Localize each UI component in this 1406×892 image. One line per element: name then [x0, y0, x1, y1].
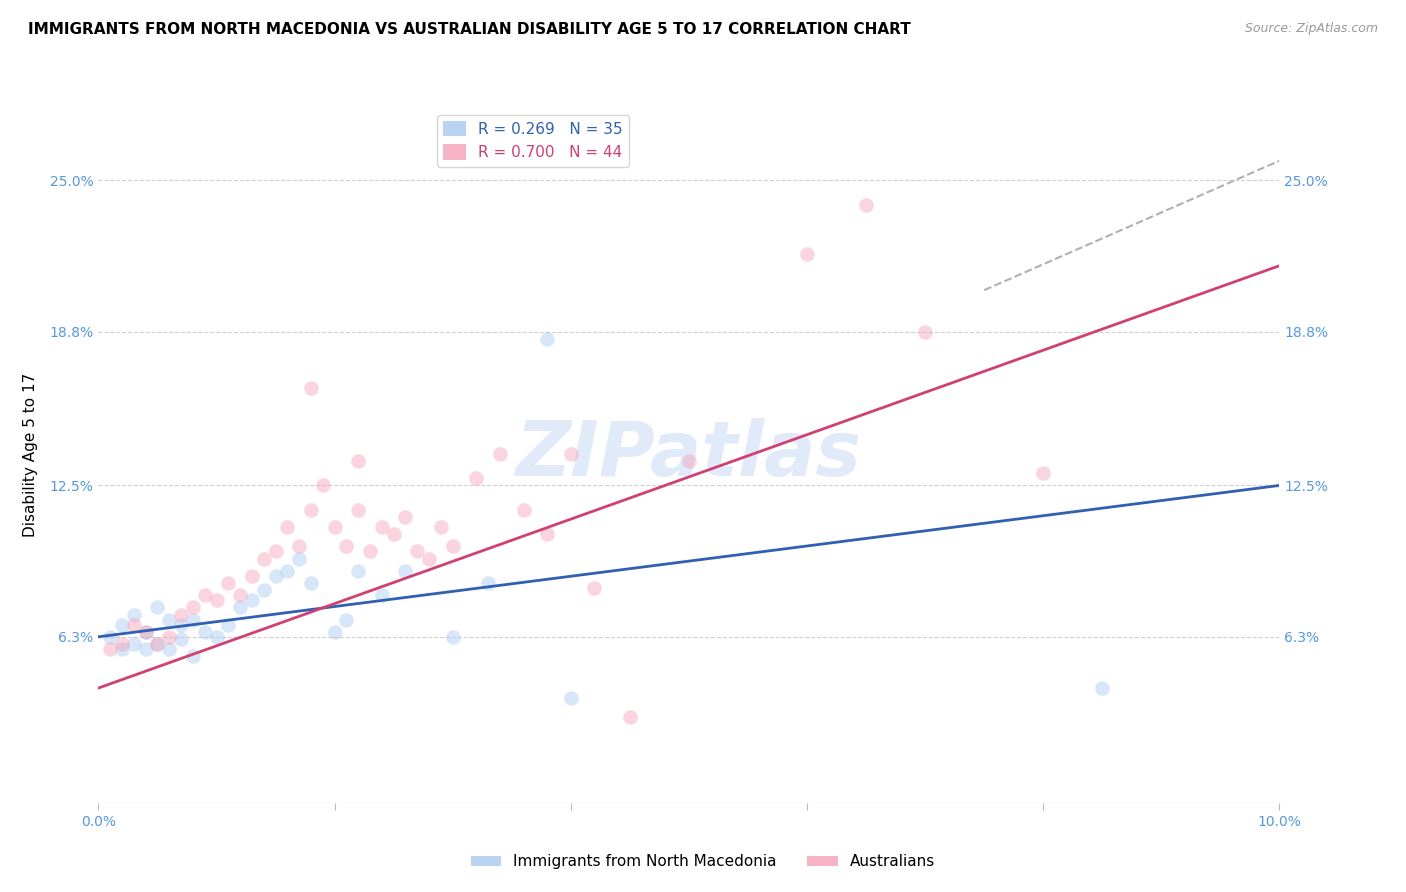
Point [181, 600, 204, 615]
Point [205, 630, 228, 644]
Point [157, 630, 180, 644]
Point [253, 583, 276, 598]
Point [122, 607, 145, 622]
Point [347, 564, 370, 578]
Point [583, 581, 606, 595]
Point [111, 637, 134, 651]
Legend: R = 0.269   N = 35, R = 0.700   N = 44: R = 0.269 N = 35, R = 0.700 N = 44 [437, 115, 628, 167]
Point [536, 527, 558, 541]
Point [371, 588, 394, 602]
Point [98, 642, 121, 657]
Point [418, 551, 440, 566]
Point [135, 624, 157, 639]
Point [217, 617, 239, 632]
Point [299, 503, 322, 517]
Point [181, 613, 204, 627]
Point [312, 478, 335, 492]
Point [122, 637, 145, 651]
Point [335, 613, 357, 627]
Point [205, 593, 228, 607]
Point [299, 381, 322, 395]
Point [406, 544, 429, 558]
Point [135, 624, 157, 639]
Point [181, 649, 204, 664]
Point [914, 325, 936, 339]
Point [477, 576, 499, 591]
Point [619, 710, 641, 724]
Point [111, 642, 134, 657]
Point [276, 520, 298, 534]
Point [98, 630, 121, 644]
Point [170, 607, 193, 622]
Point [347, 454, 370, 468]
Text: IMMIGRANTS FROM NORTH MACEDONIA VS AUSTRALIAN DISABILITY AGE 5 TO 17 CORRELATION: IMMIGRANTS FROM NORTH MACEDONIA VS AUSTR… [28, 22, 911, 37]
Point [512, 503, 534, 517]
Point [240, 568, 263, 582]
Point [122, 617, 145, 632]
Point [855, 197, 877, 211]
Legend: Immigrants from North Macedonia, Australians: Immigrants from North Macedonia, Austral… [464, 848, 942, 875]
Point [371, 520, 394, 534]
Point [194, 588, 217, 602]
Point [430, 520, 453, 534]
Point [441, 630, 464, 644]
Point [170, 617, 193, 632]
Point [299, 576, 322, 591]
Point [240, 593, 263, 607]
Point [394, 510, 416, 524]
Point [678, 454, 700, 468]
Point [253, 551, 276, 566]
Point [1032, 467, 1054, 481]
Point [465, 471, 488, 485]
Point [157, 642, 180, 657]
Point [335, 540, 357, 554]
Point [276, 564, 298, 578]
Point [146, 600, 169, 615]
Point [229, 588, 252, 602]
Point [323, 520, 346, 534]
Point [560, 690, 582, 705]
Point [288, 551, 311, 566]
Point [323, 624, 346, 639]
Point [135, 642, 157, 657]
Point [146, 637, 169, 651]
Point [347, 503, 370, 517]
Point [382, 527, 405, 541]
Point [359, 544, 381, 558]
Point [229, 600, 252, 615]
Point [441, 540, 464, 554]
Point [264, 568, 287, 582]
Point [111, 617, 134, 632]
Text: ZIPatlas: ZIPatlas [516, 418, 862, 491]
Point [489, 447, 512, 461]
Y-axis label: Disability Age 5 to 17: Disability Age 5 to 17 [24, 373, 38, 537]
Point [560, 447, 582, 461]
Point [288, 540, 311, 554]
Point [394, 564, 416, 578]
Point [536, 332, 558, 346]
Point [1091, 681, 1114, 695]
Point [264, 544, 287, 558]
Point [217, 576, 239, 591]
Point [796, 246, 818, 260]
Point [157, 613, 180, 627]
Point [170, 632, 193, 647]
Point [146, 637, 169, 651]
Point [194, 624, 217, 639]
Text: Source: ZipAtlas.com: Source: ZipAtlas.com [1244, 22, 1378, 36]
